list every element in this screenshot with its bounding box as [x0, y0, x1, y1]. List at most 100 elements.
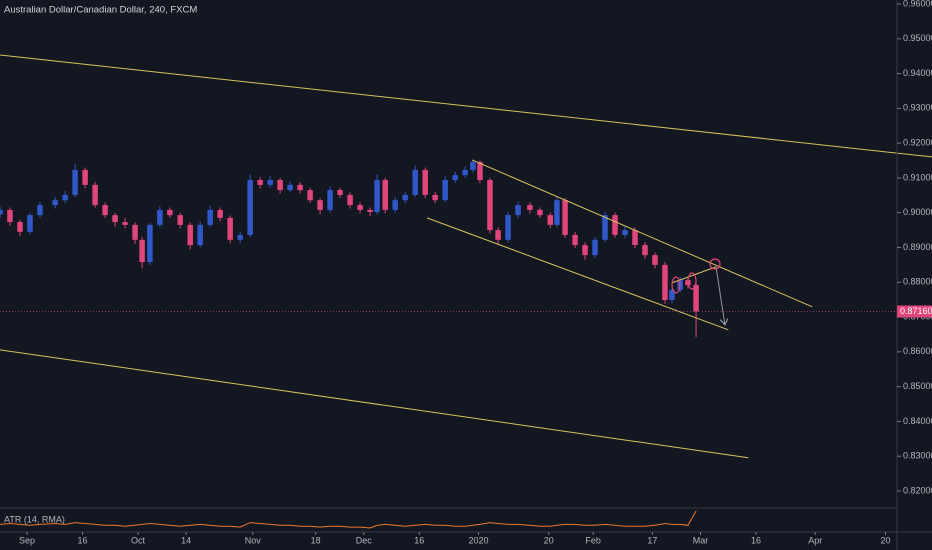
candle-body [537, 209, 543, 216]
candle-body [442, 179, 448, 201]
candle-body [0, 209, 3, 215]
candle-body [462, 169, 468, 176]
x-tick-label: 16 [78, 535, 88, 545]
candle-body [505, 215, 511, 240]
candle-body [277, 179, 283, 191]
candle-body [102, 205, 108, 216]
candle-body [112, 215, 118, 223]
candle-body [257, 179, 263, 185]
candle-body [432, 194, 438, 201]
candle-body [62, 194, 68, 201]
x-tick-label: 17 [647, 535, 657, 545]
x-tick-label: Oct [131, 535, 146, 545]
candle-body [693, 285, 699, 312]
x-tick-label: 2020 [468, 535, 488, 545]
highlight-circle [671, 276, 681, 294]
candle-body [452, 175, 458, 180]
candle-body [139, 239, 145, 263]
candle-body [374, 179, 380, 212]
candle-body [307, 190, 313, 201]
candle-body [382, 179, 388, 210]
x-tick-label: Sep [19, 535, 35, 545]
candle-body [337, 190, 343, 195]
candle-body [267, 179, 273, 185]
x-tick-label: 20 [544, 535, 554, 545]
candle-body [582, 245, 588, 256]
candle-body [527, 205, 533, 210]
highlight-circle [709, 258, 721, 270]
candle-body [622, 230, 628, 235]
candle-body [297, 184, 303, 191]
candle-body [412, 169, 418, 195]
x-tick-label: Feb [585, 535, 601, 545]
candle-body [227, 217, 233, 240]
chart-title: Australian Dollar/Canadian Dollar, 240, … [4, 5, 197, 16]
candle-body [177, 215, 183, 225]
candle-body [157, 209, 163, 225]
candle-body [357, 205, 363, 210]
candle-body [37, 205, 43, 216]
candle-body [662, 264, 668, 300]
last-price-label: 0.87160 [900, 306, 932, 316]
candle-body [572, 234, 578, 246]
candle-body [132, 224, 138, 240]
candle-body [612, 215, 618, 235]
trendline [471, 159, 813, 308]
candle-body [7, 209, 13, 223]
indicator-label: ATR (14, RMA) [4, 514, 65, 524]
candle-body [477, 161, 483, 180]
candle-body [207, 209, 213, 225]
candle-body [347, 194, 353, 206]
candle-body [197, 224, 203, 246]
candle-body [470, 161, 476, 170]
candle-body [632, 230, 638, 246]
candle-body [487, 179, 493, 231]
trendline [715, 266, 725, 325]
candle-body [187, 224, 193, 246]
x-tick-label: Nov [245, 535, 262, 545]
x-tick-label: 16 [414, 535, 424, 545]
x-tick-label: Dec [356, 535, 373, 545]
indicator-line [0, 510, 697, 529]
candle-body [317, 200, 323, 210]
candle-body [602, 215, 608, 240]
candle-body [72, 169, 78, 195]
candle-body [237, 234, 243, 240]
last-price-box [897, 305, 932, 318]
candle-body [287, 184, 293, 191]
candle-body [562, 200, 568, 235]
candle-body [147, 224, 153, 263]
trendline [0, 54, 932, 158]
candle-body [217, 209, 223, 218]
candle-body [122, 222, 128, 225]
candle-body [367, 209, 373, 212]
candle-body [392, 200, 398, 210]
candle-body [642, 245, 648, 256]
x-tick-label: 16 [751, 535, 761, 545]
x-tick-label: 20 [881, 535, 891, 545]
candle-body [17, 222, 23, 232]
plot-area [0, 54, 932, 459]
candle-body [547, 215, 554, 225]
y-tick-label: 0.82000 [903, 485, 932, 495]
x-tick-label: Mar [693, 535, 709, 545]
candle-body [327, 190, 333, 210]
candle-body [495, 230, 501, 240]
highlight-circle [687, 272, 697, 290]
x-tick-label: 18 [311, 535, 321, 545]
